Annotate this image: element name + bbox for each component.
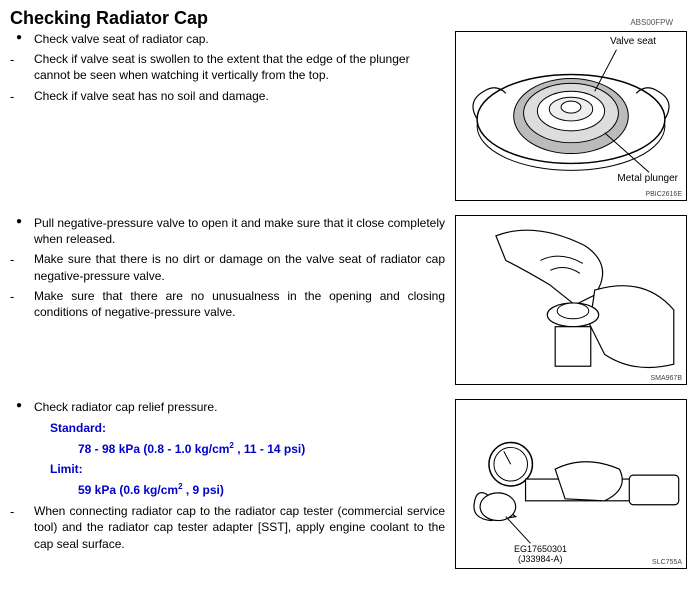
dash-item: When connecting radiator cap to the radi… xyxy=(10,503,445,552)
page-title: Checking Radiator Cap xyxy=(10,8,687,29)
fig3-code: SLC755A xyxy=(652,559,682,566)
fig1-code: PBIC2616E xyxy=(645,191,682,198)
spec-text: 59 kPa (0.6 kg/cm xyxy=(78,483,178,497)
spec-standard-label: Standard: xyxy=(10,421,445,435)
hands-valve-svg xyxy=(456,216,686,384)
bullet-item: Check valve seat of radiator cap. xyxy=(10,31,445,47)
doc-reference-code: ABS00FPW xyxy=(630,18,673,27)
section3-text: Check radiator cap relief pressure. Stan… xyxy=(10,399,455,556)
spec-limit-value: 59 kPa (0.6 kg/cm2 , 9 psi) xyxy=(10,482,445,497)
spec-standard-value: 78 - 98 kPa (0.8 - 1.0 kg/cm2 , 11 - 14 … xyxy=(10,441,445,456)
figure-negative-pressure-valve: SMA967B xyxy=(455,215,687,385)
section-relief-pressure: Check radiator cap relief pressure. Stan… xyxy=(10,399,687,569)
bullet-item: Check radiator cap relief pressure. xyxy=(10,399,445,415)
spec-limit-label: Limit: xyxy=(10,462,445,476)
fig1-label-metal-plunger: Metal plunger xyxy=(617,173,678,184)
section-valve-seat: Check valve seat of radiator cap. Check … xyxy=(10,31,687,201)
fig3-part-alt: (J33984-A) xyxy=(518,554,563,564)
spec-text: 78 - 98 kPa (0.8 - 1.0 kg/cm xyxy=(78,442,229,456)
dash-item: Check if valve seat has no soil and dama… xyxy=(10,88,445,104)
figure-radiator-cap: Valve seat Metal plunger PBIC2616E xyxy=(455,31,687,201)
dash-item: Make sure that there are no unusualness … xyxy=(10,288,445,320)
section-negative-pressure-valve: Pull negative-pressure valve to open it … xyxy=(10,215,687,385)
dash-item: Make sure that there is no dirt or damag… xyxy=(10,251,445,283)
fig1-label-valve-seat: Valve seat xyxy=(610,36,656,47)
section1-text: Check valve seat of radiator cap. Check … xyxy=(10,31,455,108)
tester-svg xyxy=(456,400,686,568)
dash-item: Check if valve seat is swollen to the ex… xyxy=(10,51,445,83)
section2-text: Pull negative-pressure valve to open it … xyxy=(10,215,455,324)
fig2-code: SMA967B xyxy=(650,375,682,382)
spec-text: , 11 - 14 psi) xyxy=(234,442,305,456)
bullet-item: Pull negative-pressure valve to open it … xyxy=(10,215,445,247)
fig3-part-number: EG17650301 xyxy=(514,544,567,554)
figure-cap-tester: EG17650301 (J33984-A) SLC755A xyxy=(455,399,687,569)
spec-text: , 9 psi) xyxy=(183,483,224,497)
